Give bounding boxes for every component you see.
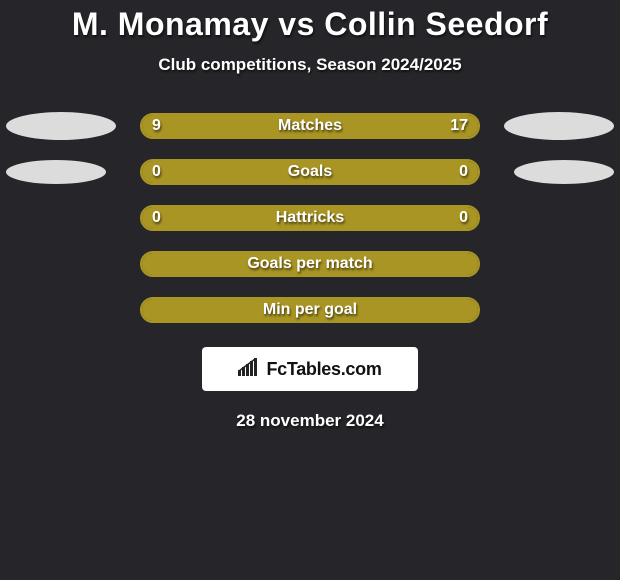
stat-bar: Goals0 0 (140, 159, 480, 185)
stat-value-right: 0 (459, 163, 468, 181)
stat-row: Hattricks0 0 (0, 205, 620, 231)
page-subtitle: Club competitions, Season 2024/2025 (0, 55, 620, 75)
stat-label: Matches (140, 117, 480, 135)
comparison-widget: M. Monamay vs Collin Seedorf Club compet… (0, 0, 620, 580)
stat-rows: Matches917Goals00Hattricks00Goals per ma… (0, 113, 620, 323)
player-oval-right (504, 112, 614, 140)
stat-bar: Hattricks0 0 (140, 205, 480, 231)
stat-bar: Min per goal (140, 297, 480, 323)
page-title: M. Monamay vs Collin Seedorf (0, 6, 620, 43)
stat-row: Matches9 17 (0, 113, 620, 139)
stat-label: Goals (140, 163, 480, 181)
bars-icon (238, 358, 260, 381)
stat-value-left: 0 (152, 163, 161, 181)
stat-row: Goals0 0 (0, 159, 620, 185)
player-oval-left (6, 112, 116, 140)
stat-bar: Goals per match (140, 251, 480, 277)
stat-label: Hattricks (140, 209, 480, 227)
date-text: 28 november 2024 (0, 411, 620, 431)
stat-row: Min per goal (0, 297, 620, 323)
stat-value-left: 9 (152, 117, 161, 135)
stat-bar: Matches9 17 (140, 113, 480, 139)
stat-value-right: 17 (450, 117, 468, 135)
stat-value-right: 0 (459, 209, 468, 227)
source-logo: FcTables.com (202, 347, 418, 391)
player-oval-left (6, 160, 106, 184)
player-oval-right (514, 160, 614, 184)
logo-text: FcTables.com (266, 359, 381, 380)
stat-label: Goals per match (140, 255, 480, 273)
stat-label: Min per goal (140, 301, 480, 319)
stat-value-left: 0 (152, 209, 161, 227)
stat-row: Goals per match (0, 251, 620, 277)
